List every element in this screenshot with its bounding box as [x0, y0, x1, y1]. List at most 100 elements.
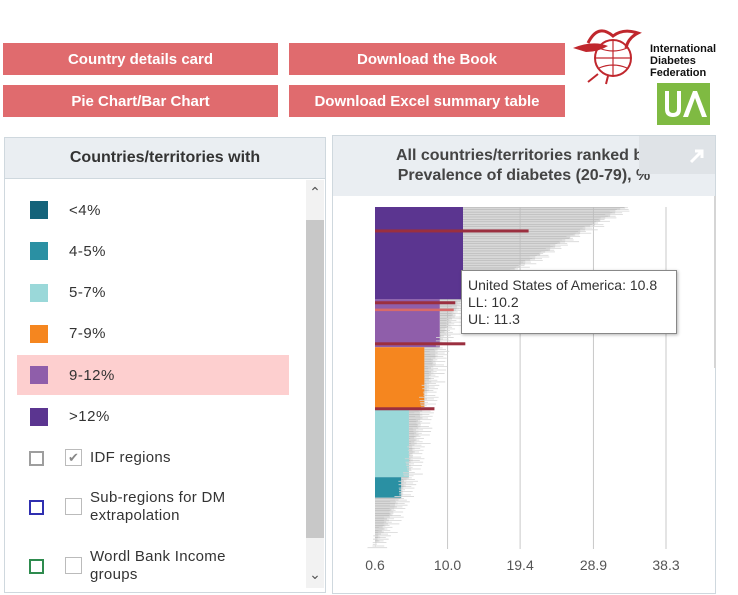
country-bar: [408, 451, 415, 453]
country-bar: [462, 254, 541, 256]
country-bar: [462, 213, 611, 216]
band-3: [375, 408, 409, 478]
group-checkbox[interactable]: [65, 498, 82, 515]
idf-bird-logo-icon: [573, 29, 642, 85]
country-bar: [439, 321, 452, 323]
ua-badge-icon: [657, 83, 710, 125]
x-tick-label: 28.9: [580, 557, 607, 573]
group-checkbox[interactable]: [65, 557, 82, 574]
country-bar: [462, 220, 601, 222]
country-details-card-button[interactable]: Country details card: [3, 43, 278, 75]
x-tick-label: 10.0: [434, 557, 461, 573]
x-tick-label: 19.4: [506, 557, 533, 573]
country-bar: [462, 235, 571, 238]
legend-item-label: 9-12%: [69, 366, 115, 384]
country-bar: [424, 352, 438, 354]
country-bar: [462, 249, 551, 251]
country-bar: [439, 314, 453, 316]
country-bar: [462, 218, 601, 221]
x-tick-label: 38.3: [652, 557, 679, 573]
country-bar: [439, 329, 448, 332]
country-bar: [408, 439, 417, 441]
legend-item-3[interactable]: 7-9%: [17, 314, 289, 354]
scroll-down-icon[interactable]: ⌄: [309, 566, 321, 582]
country-bar: [424, 348, 438, 351]
country-bar: [462, 256, 536, 258]
country-bar: [439, 299, 463, 301]
country-bar: [424, 367, 431, 369]
country-bar: [424, 371, 432, 373]
country-bar: [462, 227, 586, 229]
country-bar: [462, 207, 626, 209]
legend-swatch: [30, 407, 48, 426]
legend-swatch: [30, 242, 48, 261]
country-bar: [375, 523, 389, 525]
pie-bar-chart-button[interactable]: Pie Chart/Bar Chart: [3, 85, 278, 117]
legend-item-0[interactable]: <4%: [17, 190, 289, 230]
country-bar: [424, 359, 434, 361]
country-bar: [439, 311, 454, 313]
country-bar: [439, 306, 457, 308]
band-0: [375, 207, 463, 300]
country-bar: [462, 242, 561, 245]
country-bar: [439, 307, 459, 310]
country-bar: [462, 268, 516, 270]
scroll-thumb[interactable]: [306, 220, 324, 538]
download-book-button[interactable]: Download the Book: [289, 43, 565, 75]
highlight-bar: [375, 308, 454, 312]
country-bar: [462, 210, 616, 212]
country-bar: [375, 501, 396, 503]
group-checkbox[interactable]: ✔: [65, 449, 82, 466]
legend-item-label: <4%: [69, 201, 101, 219]
legend-item-2[interactable]: 5-7%: [17, 273, 289, 313]
country-bar: [424, 377, 432, 380]
legend-item-label: 5-7%: [69, 284, 107, 302]
chart-tooltip: United States of America: 10.8 LL: 10.2 …: [461, 270, 677, 334]
country-bar: [439, 312, 456, 315]
country-bar: [462, 217, 606, 219]
download-excel-button[interactable]: Download Excel summary table: [289, 85, 565, 117]
country-bar: [462, 244, 556, 246]
country-bar: [462, 232, 581, 234]
country-bar: [462, 225, 591, 228]
country-bar: [375, 516, 390, 518]
country-bar: [424, 354, 436, 356]
scroll-up-icon[interactable]: ⌃: [309, 184, 321, 200]
country-bar: [462, 222, 596, 224]
panel-divider: [714, 196, 716, 368]
legend-item-1[interactable]: 4-5%: [17, 231, 289, 271]
legend-scrollbar[interactable]: ⌃ ⌄: [306, 180, 324, 588]
country-bar: [439, 318, 453, 320]
expand-icon[interactable]: [639, 136, 715, 174]
group-color-box: [29, 451, 44, 466]
country-bar: [462, 261, 526, 263]
country-bar: [462, 215, 611, 217]
x-tick-label: 0.6: [365, 557, 385, 573]
country-bar: [462, 252, 541, 255]
country-bar: [375, 497, 402, 500]
country-bar: [408, 432, 417, 434]
legend-swatch: [30, 201, 48, 219]
group-color-box: [29, 559, 44, 574]
country-bar: [439, 304, 460, 306]
country-bar: [439, 319, 450, 322]
country-bar: [375, 509, 392, 511]
country-bar: [408, 424, 419, 426]
country-bar: [462, 251, 546, 253]
country-bar: [408, 410, 423, 412]
legend-item-4[interactable]: 9-12%: [17, 355, 289, 396]
country-bar: [462, 259, 531, 262]
country-bar: [375, 507, 395, 510]
country-bar: [408, 435, 417, 438]
country-bar: [408, 434, 419, 436]
legend-swatch: [30, 324, 48, 343]
country-bar: [408, 425, 421, 428]
band-4: [375, 477, 402, 498]
country-bar: [439, 323, 449, 325]
country-bar: [408, 417, 423, 419]
legend-item-label: 7-9%: [69, 325, 107, 343]
country-bar: [462, 234, 576, 236]
legend-item-5[interactable]: >12%: [17, 397, 289, 437]
country-bar: [424, 364, 436, 366]
country-bar: [375, 524, 386, 527]
